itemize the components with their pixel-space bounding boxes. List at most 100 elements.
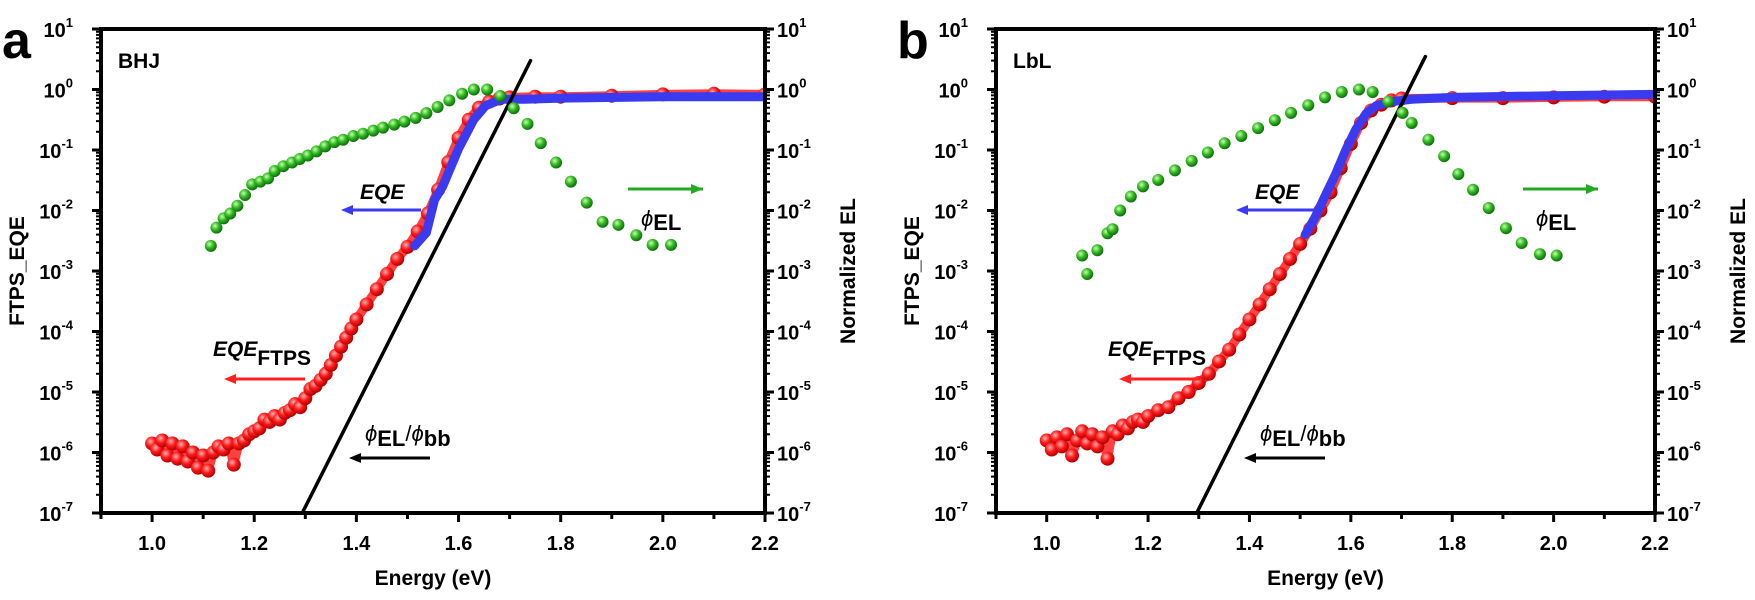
tick-exponent: 1	[961, 15, 968, 30]
eqe_ftps-point	[1065, 448, 1080, 463]
phi_el-point	[612, 218, 625, 231]
phi_el-point	[1152, 173, 1165, 186]
eqe_ftps-point	[221, 436, 236, 451]
y-tick-label-right: 101	[1667, 15, 1696, 42]
tick-base: 10	[777, 323, 799, 345]
tick-base: 10	[44, 20, 66, 42]
phi_el-point	[1482, 201, 1495, 214]
tick-exponent: -3	[61, 257, 73, 272]
eqe_ftps-point	[1161, 400, 1176, 415]
tick-exponent: -2	[61, 197, 73, 212]
phi-el-bb-arrow-left-head	[1244, 453, 1256, 463]
y-tick-label-right: 100	[1667, 76, 1696, 103]
y-tick-label-right: 10-4	[777, 318, 812, 345]
y-tick-label-right: 10-1	[777, 136, 811, 163]
y-tick-label-left: 10-7	[934, 499, 968, 526]
y-tick-label-right: 10-6	[1667, 439, 1701, 466]
eqe_ftps-point	[1059, 427, 1074, 442]
tick-base: 10	[1667, 383, 1689, 405]
tick-base: 10	[934, 323, 956, 345]
y-tick-label-right: 100	[777, 76, 806, 103]
phi_el-point	[1081, 268, 1094, 281]
y-tick-label-right: 10-6	[777, 439, 811, 466]
y-tick-label-left: 101	[44, 15, 73, 42]
y-tick-label-right: 10-3	[1667, 257, 1701, 284]
y-tick-label-left: 10-2	[39, 197, 73, 224]
eqe-text: EQE	[213, 338, 258, 361]
x-tick-label: 1.8	[547, 533, 575, 555]
eqe_ftps-point	[226, 457, 241, 472]
phi_el-point	[1091, 244, 1104, 257]
tick-base: 10	[777, 262, 799, 284]
tick-exponent: -5	[1689, 378, 1701, 393]
phi_el-point	[481, 83, 494, 96]
x-axis-title: Energy (eV)	[1267, 567, 1384, 590]
y-tick-label-left: 10-4	[39, 318, 74, 345]
tick-exponent: -6	[1689, 439, 1701, 454]
tick-exponent: -1	[1689, 136, 1701, 151]
y-tick-label-right: 101	[777, 15, 806, 42]
phi_el-point	[580, 196, 593, 209]
y-tick-label-right: 10-5	[1667, 378, 1701, 405]
phi-el-arrow-right-head	[1586, 184, 1598, 194]
tick-exponent: -5	[799, 378, 811, 393]
tick-exponent: -2	[956, 197, 968, 212]
phi_el-point	[1499, 222, 1512, 235]
eqe_ftps-point	[380, 267, 395, 282]
eqe_ftps-point	[1262, 282, 1277, 297]
phi_el-point	[1285, 106, 1298, 119]
tick-exponent: -3	[956, 257, 968, 272]
phi_el-point	[224, 207, 237, 220]
phi_el-point	[1515, 237, 1528, 250]
phi_el-point	[1405, 116, 1418, 129]
eqe_ftps-point	[1181, 385, 1196, 399]
plot-area	[145, 58, 765, 513]
phi_el-point	[507, 102, 520, 115]
y-tick-label-right: 10-2	[777, 197, 811, 224]
phi_el-point	[1137, 180, 1150, 193]
phi_el-point	[388, 118, 401, 131]
el-subscript: EL	[653, 210, 681, 235]
phi_el-point	[456, 87, 469, 100]
eqe_ftps-band	[1042, 92, 1655, 464]
phi_el-point	[596, 215, 609, 228]
tick-base: 10	[934, 504, 956, 526]
tick-base: 10	[934, 444, 956, 466]
y-tick-label-right: 10-1	[1667, 136, 1701, 163]
tick-exponent: 1	[66, 15, 73, 30]
phi-symbol: ϕ	[1307, 421, 1319, 446]
x-tick-label: 2.0	[649, 533, 677, 555]
phi_el-point	[357, 127, 370, 140]
phi_el-point	[239, 189, 252, 202]
phi-symbol: ϕ	[412, 421, 424, 446]
y-tick-label-left: 100	[939, 76, 968, 103]
y-tick-label-left: 10-5	[934, 378, 968, 405]
phi_el-point	[420, 107, 433, 120]
tick-base: 10	[934, 262, 956, 284]
phi_el-point	[1106, 223, 1119, 236]
y-tick-label-left: 100	[44, 76, 73, 103]
ftps-subscript: FTPS	[1152, 347, 1206, 370]
y-tick-label-left: 10-2	[934, 197, 968, 224]
eqe_ftps-point	[1272, 267, 1287, 282]
phi_el-point	[443, 94, 456, 107]
tick-base: 10	[39, 202, 61, 224]
y-tick-label-left: 10-1	[934, 136, 968, 163]
phi-symbol: ϕ	[1260, 421, 1272, 446]
tick-base: 10	[777, 444, 799, 466]
y-tick-label-left: 10-4	[934, 318, 969, 345]
tick-base: 10	[777, 20, 799, 42]
tick-base: 10	[39, 141, 61, 163]
y-tick-label-right: 10-3	[777, 257, 811, 284]
x-tick-label: 1.6	[445, 533, 473, 555]
phi_el-point	[1318, 91, 1331, 104]
phi_el-point	[1452, 168, 1465, 181]
phi_el-point	[319, 140, 332, 153]
tick-base: 10	[934, 202, 956, 224]
y-tick-label-right: 10-5	[777, 378, 811, 405]
tick-base: 10	[934, 141, 956, 163]
phi_el-point	[534, 137, 547, 150]
tick-exponent: -4	[799, 318, 811, 333]
bb-subscript: bb	[1319, 426, 1346, 451]
